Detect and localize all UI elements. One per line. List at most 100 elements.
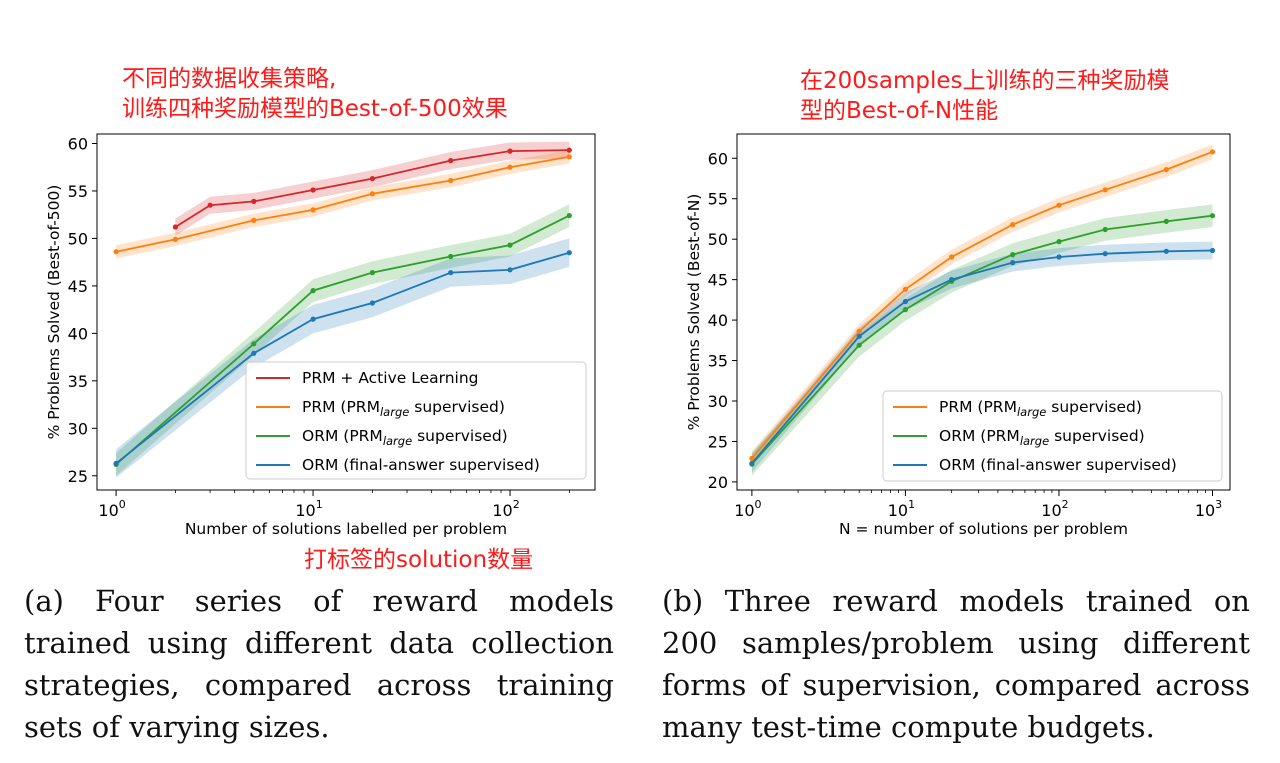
y-axis-label: % Problems Solved (Best-of-500) — [45, 185, 63, 440]
legend — [882, 390, 1223, 482]
y-tick-label: 45 — [68, 277, 88, 296]
data-point — [507, 267, 513, 273]
data-point — [369, 191, 375, 197]
x-tick-label: 101 — [888, 498, 915, 520]
x-tick-label: 102 — [1041, 498, 1068, 520]
y-tick-label: 40 — [708, 311, 728, 330]
annotation-left-line2: 训练四种奖励模型的Best-of-500效果 — [122, 96, 508, 122]
y-tick-label: 55 — [708, 190, 728, 209]
x-tick-label: 100 — [734, 498, 761, 520]
data-point — [949, 277, 955, 283]
data-point — [507, 164, 513, 170]
data-point — [749, 460, 755, 466]
data-point — [207, 202, 213, 208]
legend-label: ORM (PRMlarge supervised) — [939, 427, 1145, 448]
annotation-xaxis: 打标签的solution数量 — [304, 547, 534, 573]
data-point — [1056, 254, 1062, 260]
data-point — [1209, 149, 1216, 155]
data-point — [251, 341, 257, 347]
x-tick-label: 103 — [1195, 498, 1222, 520]
legend-label: PRM (PRMlarge supervised) — [302, 398, 505, 419]
data-point — [172, 236, 178, 242]
data-point — [1102, 187, 1108, 193]
series-line-0 — [174, 149, 570, 228]
data-point — [566, 154, 572, 160]
y-tick-label: 25 — [708, 432, 728, 451]
data-point — [448, 270, 454, 276]
series-band-1 — [751, 204, 1213, 476]
data-point — [749, 455, 755, 461]
caption-a-line: trained using different data collection — [24, 626, 614, 660]
series-band-1 — [116, 150, 570, 259]
data-point — [1102, 251, 1108, 257]
series-band-0 — [751, 144, 1213, 466]
caption-a-line: strategies, compared across training — [24, 668, 614, 702]
series-band-2 — [116, 204, 570, 476]
caption-b: (b) Three reward models trained on 200 s… — [662, 580, 1250, 748]
data-point — [251, 217, 257, 223]
data-point — [856, 333, 862, 339]
data-point — [251, 198, 257, 204]
y-tick-label: 25 — [68, 467, 88, 486]
x-axis-label: N = number of solutions per problem — [839, 520, 1128, 538]
data-point — [1163, 218, 1169, 224]
x-tick-label: 100 — [98, 498, 125, 520]
y-tick-label: 40 — [68, 324, 88, 343]
data-point — [172, 224, 178, 230]
y-tick-label: 35 — [68, 372, 88, 391]
chart-b: 20 25 30 35 40 45 50 55 60 100 101 102 103 N = number… — [685, 133, 1231, 538]
caption-b-line: forms of supervision, compared across — [662, 668, 1250, 702]
data-point — [902, 307, 908, 313]
y-tick-label: 30 — [708, 392, 728, 411]
caption-a-line: sets of varying sizes. — [24, 710, 330, 744]
data-point — [902, 298, 908, 305]
data-point — [566, 250, 572, 256]
data-point — [1209, 213, 1216, 219]
data-point — [1010, 222, 1016, 228]
data-point — [1056, 202, 1062, 208]
annotation-left: 不同的数据收集策略, 训练四种奖励模型的Best-of-500效果 — [122, 64, 508, 124]
data-point — [856, 328, 862, 334]
y-tick-label: 35 — [708, 352, 728, 371]
data-point — [251, 350, 257, 356]
y-axis-label: % Problems Solved (Best-of-N) — [685, 194, 703, 431]
data-point — [1010, 252, 1016, 258]
legend-label: PRM + Active Learning — [302, 369, 479, 387]
series-band-0 — [175, 141, 570, 236]
data-point — [507, 242, 513, 248]
x-axis-label: Number of solutions labelled per problem — [185, 520, 507, 538]
data-point — [448, 253, 454, 260]
data-point — [310, 316, 316, 322]
y-tick-label: 50 — [708, 230, 728, 249]
data-point — [448, 177, 454, 184]
data-point — [310, 207, 316, 213]
legend-label: PRM (PRMlarge supervised) — [939, 398, 1142, 419]
series-band-2 — [751, 241, 1213, 473]
x-tick-label: 101 — [295, 498, 322, 520]
data-point — [310, 288, 316, 294]
caption-b-line: 200 samples/problem using different — [662, 626, 1250, 660]
annotation-left-line1: 不同的数据收集策略, — [122, 66, 337, 92]
legend — [245, 361, 587, 480]
caption-a-line: (a) Four series of reward models — [24, 584, 614, 618]
plot-frame — [736, 133, 1231, 491]
data-point — [448, 158, 454, 164]
data-point — [949, 254, 955, 260]
y-tick-label: 20 — [708, 473, 728, 492]
data-point — [507, 148, 513, 154]
data-point — [369, 176, 375, 182]
data-point — [369, 270, 375, 276]
y-tick-label: 30 — [68, 419, 88, 438]
annotation-right-line2: 型的Best-of-N性能 — [800, 98, 999, 124]
data-point — [902, 286, 908, 292]
y-tick-label: 55 — [68, 182, 88, 201]
y-tick-label: 60 — [708, 149, 728, 168]
annotation-right: 在200samples上训练的三种奖励模 型的Best-of-N性能 — [800, 66, 1170, 126]
caption-b-line: (b) Three reward models trained on — [662, 584, 1250, 618]
caption-a: (a) Four series of reward models trained… — [24, 580, 614, 748]
data-point — [113, 460, 119, 466]
data-point — [1102, 226, 1108, 233]
data-point — [310, 187, 316, 193]
annotation-right-line1: 在200samples上训练的三种奖励模 — [800, 68, 1170, 94]
data-point — [566, 147, 572, 153]
